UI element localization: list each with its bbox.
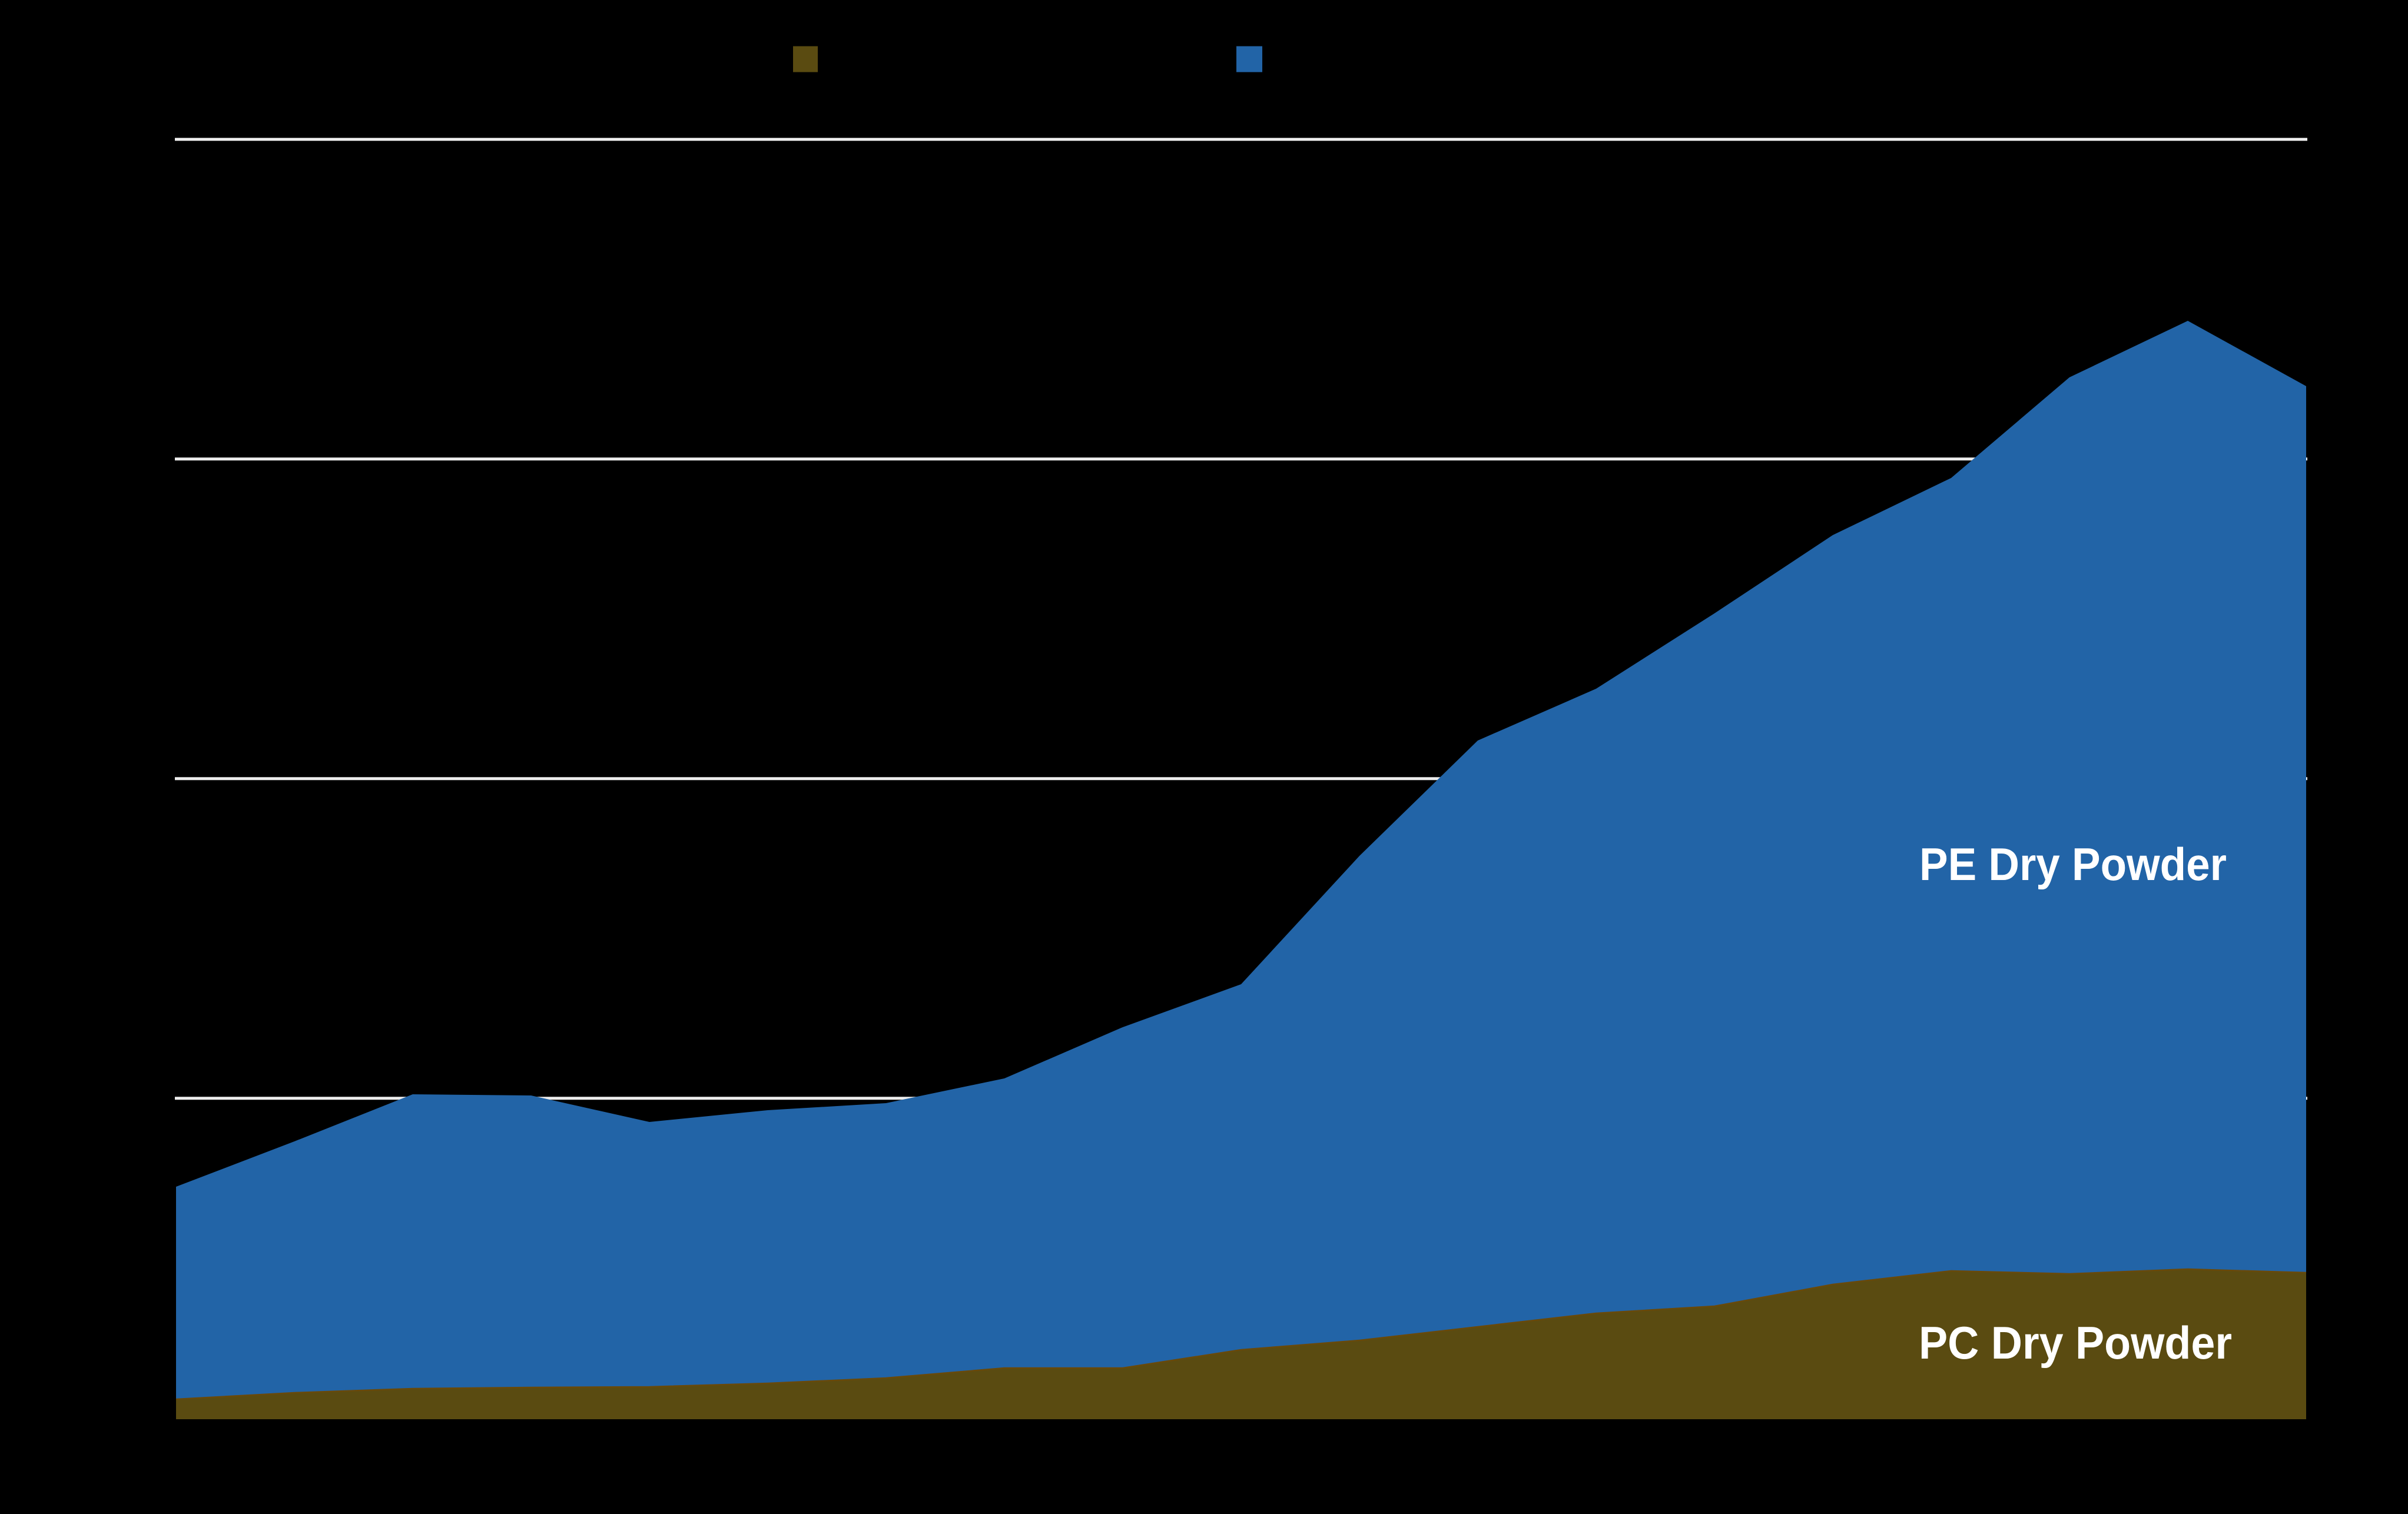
svg-text:PE Dry Powder: PE Dry Powder <box>1919 838 2227 890</box>
svg-text:PC Dry Powder: PC Dry Powder <box>1919 1317 2232 1369</box>
